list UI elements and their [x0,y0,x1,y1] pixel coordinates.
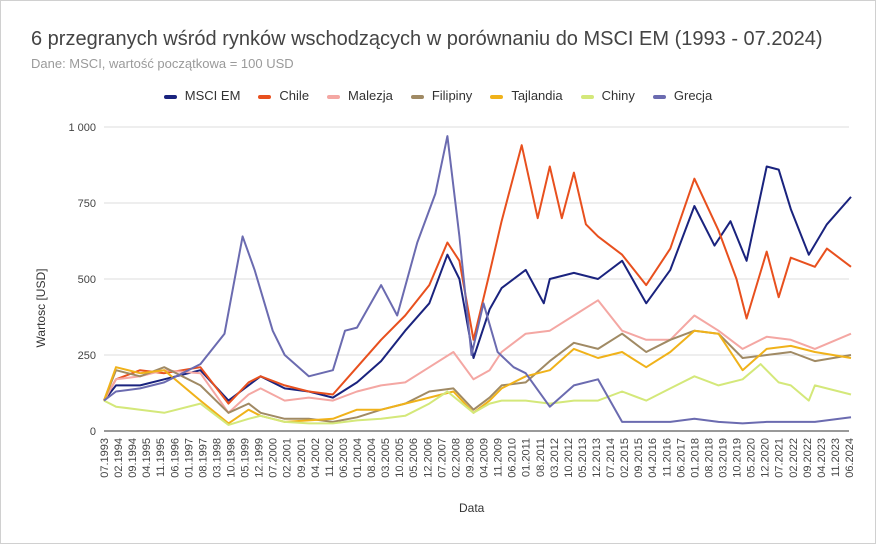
x-tick-label: 01.1997 [183,438,195,478]
legend-swatch [580,94,594,99]
x-tick-label: 02.1994 [113,438,125,478]
x-axis-label: Data [459,501,485,515]
x-tick-label: 07.1993 [99,438,111,478]
series-line-malezja [103,299,852,414]
x-tick-label: 11.2016 [661,438,673,477]
x-tick-label: 09.1994 [127,438,139,478]
x-tick-label: 02.2008 [450,438,462,478]
legend-item[interactable]: Chile [258,88,309,103]
y-tick-label: 1 000 [68,122,96,134]
x-tick-label: 10.2005 [394,438,406,478]
legend-swatch [490,94,504,99]
legend-item[interactable]: Malezja [327,88,393,103]
x-tick-label: 12.1999 [254,438,266,478]
x-tick-label: 02.2001 [282,438,294,478]
x-tick-label: 08.1997 [197,438,209,478]
legend-item[interactable]: Filipiny [410,88,473,103]
legend-item[interactable]: MSCI EM [163,88,241,103]
legend-label: Filipiny [431,88,473,103]
legend-swatch [258,94,272,99]
x-tick-label: 03.2012 [549,438,561,478]
x-tick-label: 10.2012 [563,438,575,478]
x-tick-label: 02.2015 [619,438,631,478]
legend-swatch [327,94,341,99]
x-tick-label: 06.2010 [507,438,519,478]
x-tick-label: 12.2020 [760,438,772,478]
x-tick-label: 07.2007 [436,438,448,478]
x-tick-label: 12.2013 [591,438,603,478]
x-tick-label: 07.2021 [774,438,786,478]
legend-label: Tajlandia [511,88,563,103]
x-tick-label: 12.2006 [422,438,434,478]
legend-label: Chile [279,88,310,103]
y-tick-label: 250 [78,350,96,362]
legend-swatch [652,94,666,99]
legend-label: Grecja [673,88,713,103]
y-tick-label: 0 [90,426,96,438]
x-tick-label: 11.2002 [324,438,336,477]
x-tick-label: 06.2024 [844,438,856,478]
legend-item[interactable]: Grecja [652,88,713,103]
x-tick-label: 09.2015 [633,438,645,478]
x-tick-label: 08.2004 [366,438,378,478]
legend: MSCI EM Chile Malezja Filipiny Tajlandia Chin… [1,88,875,103]
x-tick-label: 04.1995 [141,438,153,478]
x-tick-label: 03.2005 [380,438,392,478]
series-line-grecja [103,135,852,425]
x-tick-label: 03.1998 [211,438,223,478]
x-tick-label: 01.2004 [352,438,364,478]
x-tick-label: 09.2001 [296,438,308,478]
x-tick-label: 06.1996 [169,438,181,478]
x-tick-label: 01.2018 [689,438,701,478]
x-tick-label: 11.1995 [155,438,167,477]
legend-item[interactable]: Tajlandia [490,88,563,103]
x-tick-label: 10.1998 [226,438,238,478]
x-tick-label: 07.2000 [268,438,280,478]
legend-label: MSCI EM [184,88,241,103]
chart-title: 6 przegranych wśród rynków wschodzących … [31,28,823,50]
x-tick-label: 08.2018 [703,438,715,478]
x-tick-label: 01.2011 [521,438,533,477]
x-tick-label: 09.2008 [464,438,476,478]
x-tick-label: 04.2002 [310,438,322,478]
x-tick-label: 10.2019 [732,438,744,478]
x-tick-label: 04.2023 [816,438,828,478]
series-line-chiny [103,363,852,426]
legend-label: Malezja [348,88,393,103]
x-tick-label: 02.2022 [788,438,800,478]
legend-item[interactable]: Chiny [580,88,635,103]
x-tick-label: 07.2014 [605,438,617,478]
x-tick-label: 06.2003 [338,438,350,478]
x-tick-label: 09.2022 [802,438,814,478]
y-tick-label: 750 [78,198,96,210]
x-tick-label: 05.1999 [240,438,252,478]
x-tick-label: 11.2023 [830,438,842,477]
x-tick-label: 05.2013 [577,438,589,478]
x-tick-label: 11.2009 [493,438,505,477]
y-tick-label: 500 [78,274,96,286]
chart-subtitle: Dane: MSCI, wartość początkowa = 100 USD [31,56,294,71]
legend-label: Chiny [601,88,635,103]
x-tick-label: 05.2006 [408,438,420,478]
x-tick-label: 04.2009 [479,438,491,478]
x-tick-label: 06.2017 [675,438,687,478]
x-tick-label: 03.2019 [717,438,729,478]
legend-swatch [410,94,424,99]
x-tick-label: 05.2020 [746,438,758,478]
legend-swatch [163,94,177,99]
x-tick-label: 08.2011 [535,438,547,477]
series-line-chile [103,144,852,405]
x-tick-label: 04.2016 [647,438,659,478]
